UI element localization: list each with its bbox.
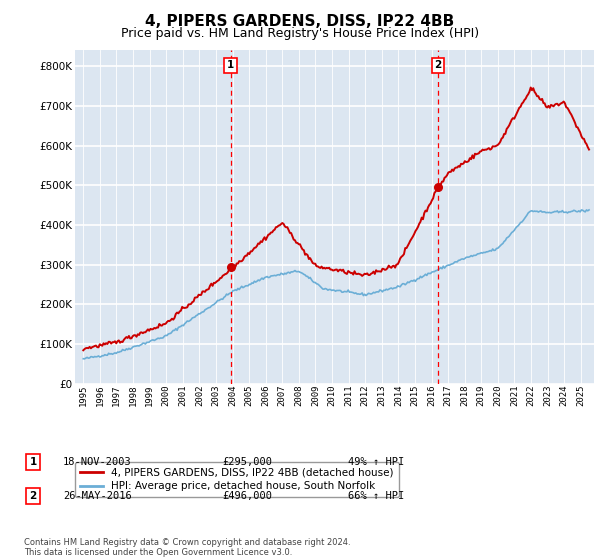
Text: 18-NOV-2003: 18-NOV-2003: [63, 457, 132, 467]
Text: 2: 2: [29, 491, 37, 501]
Legend: 4, PIPERS GARDENS, DISS, IP22 4BB (detached house), HPI: Average price, detached: 4, PIPERS GARDENS, DISS, IP22 4BB (detac…: [75, 462, 399, 497]
Text: 66% ↑ HPI: 66% ↑ HPI: [348, 491, 404, 501]
Text: Price paid vs. HM Land Registry's House Price Index (HPI): Price paid vs. HM Land Registry's House …: [121, 27, 479, 40]
Text: £496,000: £496,000: [222, 491, 272, 501]
Text: 49% ↑ HPI: 49% ↑ HPI: [348, 457, 404, 467]
Text: 26-MAY-2016: 26-MAY-2016: [63, 491, 132, 501]
Text: 4, PIPERS GARDENS, DISS, IP22 4BB: 4, PIPERS GARDENS, DISS, IP22 4BB: [145, 14, 455, 29]
Text: 1: 1: [29, 457, 37, 467]
Text: 2: 2: [434, 60, 442, 71]
Text: £295,000: £295,000: [222, 457, 272, 467]
Text: Contains HM Land Registry data © Crown copyright and database right 2024.
This d: Contains HM Land Registry data © Crown c…: [24, 538, 350, 557]
Text: 1: 1: [227, 60, 234, 71]
